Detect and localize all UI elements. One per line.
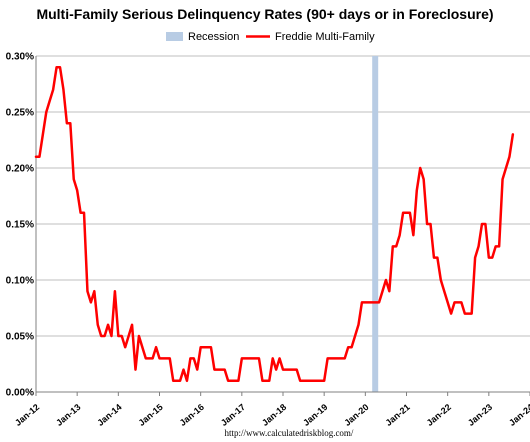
y-tick-label: 0.15% (6, 220, 34, 231)
source-url: http://www.calculatedriskblog.com/ (225, 428, 354, 438)
x-tick-label: Jan-24 (507, 402, 530, 428)
y-tick-label: 0.10% (6, 276, 34, 287)
chart-title: Multi-Family Serious Delinquency Rates (… (36, 6, 493, 22)
x-tick-label: Jan-18 (260, 402, 288, 428)
y-tick-label: 0.00% (6, 388, 34, 399)
y-axis-tick-labels: 0.00% 0.05% 0.10% 0.15% 0.20% 0.25% 0.30% (6, 52, 34, 399)
x-axis-tick-labels: Jan-12 Jan-13 Jan-14 Jan-15 Jan-16 Jan-17 Jan-… (13, 402, 530, 428)
legend-swatch-recession (166, 32, 183, 41)
series-layer (34, 65, 515, 383)
x-tick-label: Jan-12 (13, 402, 41, 428)
recession-band (372, 56, 379, 392)
x-tick-label: Jan-20 (342, 402, 370, 428)
gridlines (36, 55, 530, 393)
x-tick-label: Jan-23 (466, 402, 494, 428)
y-tick-label: 0.30% (6, 52, 34, 63)
x-tick-label: Jan-14 (95, 402, 123, 428)
x-tick-label: Jan-21 (384, 402, 412, 428)
y-tick-label: 0.25% (6, 108, 34, 119)
x-tick-label: Jan-15 (137, 402, 165, 428)
legend: Recession Freddie Multi-Family (166, 31, 375, 43)
recession-bar (372, 56, 379, 392)
y-tick-label: 0.20% (6, 164, 34, 175)
y-tick-label: 0.05% (6, 332, 34, 343)
plot-area (34, 55, 530, 396)
x-tick-label: Jan-22 (425, 402, 453, 428)
legend-label-recession: Recession (188, 31, 239, 43)
axes (35, 56, 530, 396)
x-tick-label: Jan-16 (178, 402, 206, 428)
legend-label-freddie: Freddie Multi-Family (275, 31, 375, 43)
series-line-freddie-multi-family (34, 65, 515, 383)
x-tick-label: Jan-17 (219, 402, 247, 428)
x-tick-label: Jan-13 (54, 402, 82, 428)
x-tick-label: Jan-19 (301, 402, 329, 428)
